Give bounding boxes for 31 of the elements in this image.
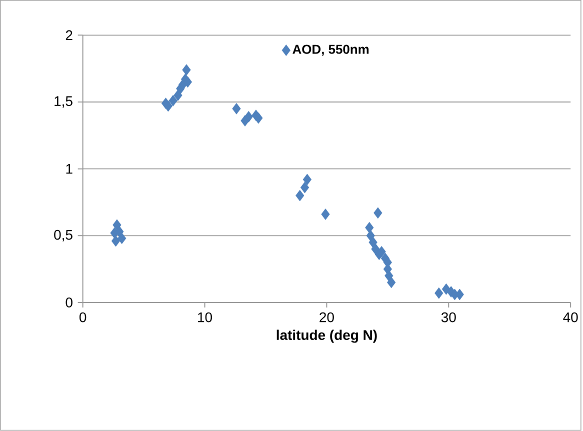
point: [112, 219, 122, 231]
point: [232, 103, 241, 115]
y-tick-label: 1: [66, 164, 72, 174]
legend-label: AOD, 550nm: [292, 44, 369, 56]
point: [174, 90, 182, 102]
x-tick-label: 30: [441, 312, 456, 322]
point: [164, 100, 172, 112]
y-tick-label: 0,5: [54, 230, 72, 242]
point: [387, 276, 396, 288]
x-axis-title: latitude (deg N): [276, 330, 377, 343]
x-tick-label: 0: [79, 312, 86, 322]
x-tick-label: 10: [198, 312, 212, 322]
point: [296, 190, 304, 202]
point: [374, 207, 382, 219]
x-tick-label: 40: [563, 312, 578, 322]
point: [111, 235, 120, 247]
point: [118, 232, 126, 244]
point: [302, 174, 312, 186]
point: [244, 111, 253, 123]
y-tick-label: 2: [66, 30, 72, 40]
point: [321, 208, 330, 220]
point: [371, 243, 380, 255]
x-tick-label: 20: [320, 312, 334, 322]
point: [168, 95, 178, 106]
point: [182, 64, 191, 76]
point: [300, 182, 310, 194]
point: [434, 288, 444, 299]
point: [254, 112, 263, 124]
point: [365, 222, 374, 234]
y-tick-label: 1,5: [54, 96, 72, 108]
y-tick-label: 0: [66, 298, 72, 308]
